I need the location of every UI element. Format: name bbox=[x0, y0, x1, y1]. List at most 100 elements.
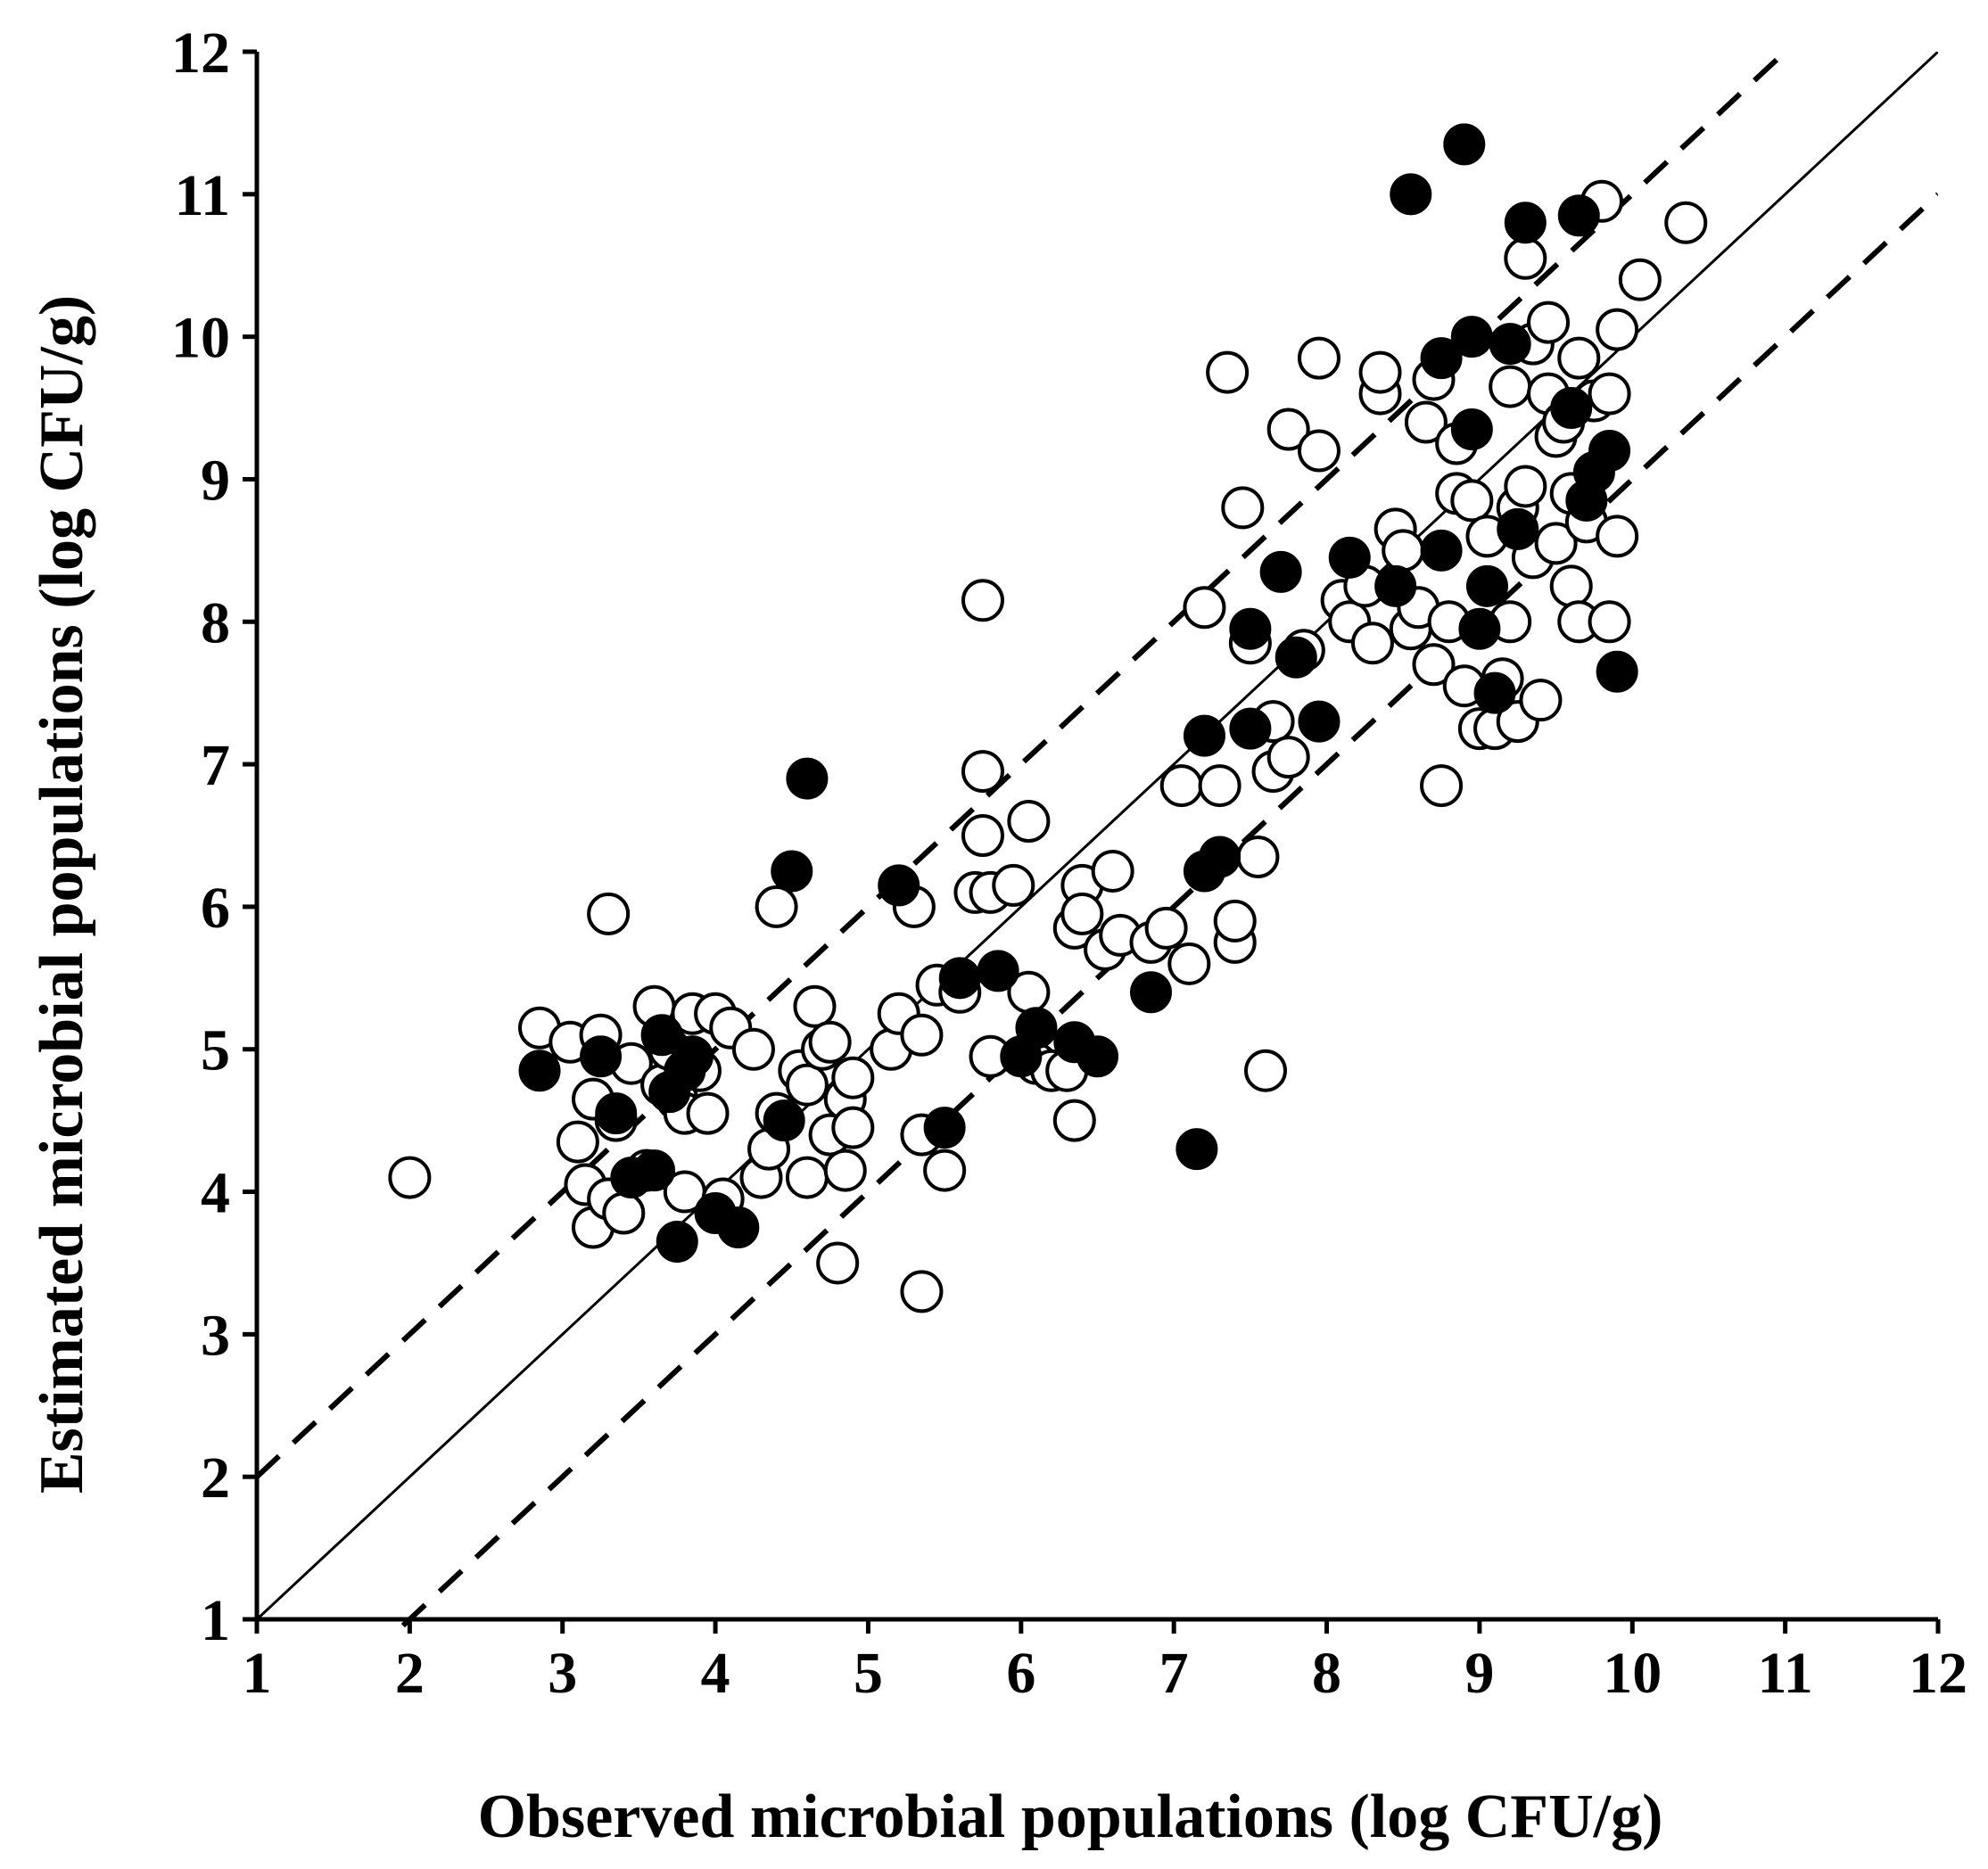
open-data-point bbox=[731, 1027, 775, 1071]
x-axis-title: Observed microbial populations (log CFU/… bbox=[478, 1783, 1663, 1851]
filled-data-point bbox=[1199, 836, 1241, 878]
x-tick-label: 1 bbox=[243, 1641, 272, 1706]
filled-data-point bbox=[1473, 671, 1516, 714]
open-data-point bbox=[755, 885, 798, 928]
open-data-point bbox=[388, 1156, 432, 1199]
filled-data-point bbox=[1259, 550, 1302, 593]
filled-data-point bbox=[1458, 607, 1501, 650]
open-data-point bbox=[1060, 892, 1104, 935]
x-tick-label: 12 bbox=[1909, 1641, 1967, 1706]
open-data-point bbox=[1167, 942, 1211, 985]
open-data-point bbox=[1297, 336, 1340, 380]
y-tick-label: 5 bbox=[201, 1018, 230, 1083]
filled-data-point bbox=[1129, 971, 1172, 1014]
x-tick-label: 6 bbox=[1006, 1641, 1035, 1706]
filled-data-point bbox=[671, 1035, 714, 1078]
open-data-point bbox=[1618, 258, 1662, 301]
open-data-point bbox=[1052, 1099, 1096, 1142]
open-data-point bbox=[1534, 522, 1578, 565]
open-data-point bbox=[992, 863, 1035, 907]
open-data-point bbox=[1549, 564, 1593, 608]
open-data-point bbox=[1350, 622, 1394, 665]
filled-data-point bbox=[1229, 707, 1272, 750]
x-tick-label: 9 bbox=[1464, 1641, 1494, 1706]
filled-data-point bbox=[1550, 387, 1593, 430]
filled-data-point bbox=[923, 1107, 966, 1149]
filled-data-point bbox=[878, 864, 920, 907]
open-data-point bbox=[823, 1149, 867, 1192]
filled-data-point bbox=[717, 1206, 760, 1248]
lower-bound bbox=[397, 192, 1938, 1627]
y-tick-label: 6 bbox=[201, 876, 230, 941]
filled-data-point bbox=[771, 850, 813, 893]
filled-data-point bbox=[640, 1014, 683, 1057]
filled-data-point bbox=[1450, 408, 1493, 451]
open-data-point bbox=[900, 1013, 944, 1057]
open-data-point bbox=[1412, 643, 1456, 687]
filled-data-point bbox=[1504, 202, 1547, 244]
open-data-point bbox=[686, 1091, 730, 1135]
open-data-point bbox=[961, 814, 1004, 857]
open-data-point bbox=[1266, 736, 1310, 779]
y-tick-label: 3 bbox=[201, 1303, 230, 1368]
y-tick-label: 11 bbox=[175, 163, 230, 228]
y-tick-label: 4 bbox=[201, 1161, 230, 1226]
open-data-point bbox=[1504, 236, 1547, 280]
open-data-point bbox=[961, 750, 1004, 794]
open-data-point bbox=[831, 1106, 875, 1149]
filled-data-point bbox=[1274, 636, 1317, 679]
filled-data-point bbox=[1298, 700, 1340, 743]
open-data-point bbox=[1588, 372, 1631, 416]
open-data-point bbox=[1221, 486, 1265, 530]
filled-data-point bbox=[1076, 1035, 1118, 1078]
open-data-point bbox=[587, 892, 631, 935]
open-data-point bbox=[1596, 308, 1639, 351]
data-points bbox=[388, 123, 1708, 1313]
filled-data-point bbox=[633, 1149, 676, 1192]
open-data-point bbox=[1183, 586, 1226, 630]
filled-data-point bbox=[595, 1092, 638, 1135]
open-data-point bbox=[602, 1191, 646, 1235]
open-data-point bbox=[1489, 365, 1532, 408]
y-tick-label: 7 bbox=[201, 733, 230, 798]
open-data-point bbox=[808, 1020, 852, 1064]
filled-data-point bbox=[1183, 714, 1225, 757]
open-data-point bbox=[1244, 1049, 1287, 1092]
open-data-point bbox=[1159, 764, 1203, 808]
open-data-point bbox=[1198, 764, 1241, 808]
open-data-point bbox=[961, 579, 1004, 622]
open-data-point bbox=[1091, 849, 1134, 893]
open-data-point bbox=[1297, 429, 1340, 473]
filled-data-point bbox=[786, 757, 829, 800]
open-data-point bbox=[900, 1270, 944, 1313]
filled-data-point bbox=[1374, 564, 1417, 607]
filled-data-point bbox=[1489, 323, 1531, 366]
open-data-point bbox=[1557, 336, 1601, 380]
open-data-point bbox=[1504, 465, 1547, 508]
open-data-point bbox=[923, 1149, 967, 1192]
y-tick-label: 2 bbox=[201, 1445, 230, 1511]
y-tick-label: 10 bbox=[171, 306, 230, 371]
open-data-point bbox=[1420, 764, 1464, 808]
filled-data-point bbox=[1015, 1007, 1058, 1050]
x-tick-label: 7 bbox=[1159, 1641, 1189, 1706]
open-data-point bbox=[1358, 350, 1402, 394]
axes bbox=[254, 52, 1938, 1622]
x-tick-label: 2 bbox=[395, 1641, 425, 1706]
x-axis-ticks: 1 2 3 4 5 6 7 8 9 10 11 12 bbox=[243, 1619, 1967, 1706]
open-data-point bbox=[1527, 301, 1571, 344]
line-of-equality bbox=[257, 52, 1938, 1621]
filled-data-point bbox=[938, 957, 981, 1000]
y-tick-label: 1 bbox=[201, 1588, 230, 1653]
y-tick-label: 8 bbox=[201, 590, 230, 655]
y-tick-label: 9 bbox=[201, 448, 230, 513]
y-tick-label: 12 bbox=[171, 21, 230, 86]
filled-data-point bbox=[1557, 194, 1600, 237]
open-data-point bbox=[1007, 800, 1051, 844]
filled-data-point bbox=[977, 950, 1019, 992]
x-tick-label: 8 bbox=[1312, 1641, 1341, 1706]
open-data-point bbox=[1213, 899, 1257, 943]
filled-data-point bbox=[1229, 607, 1272, 650]
open-data-point bbox=[816, 1241, 860, 1285]
